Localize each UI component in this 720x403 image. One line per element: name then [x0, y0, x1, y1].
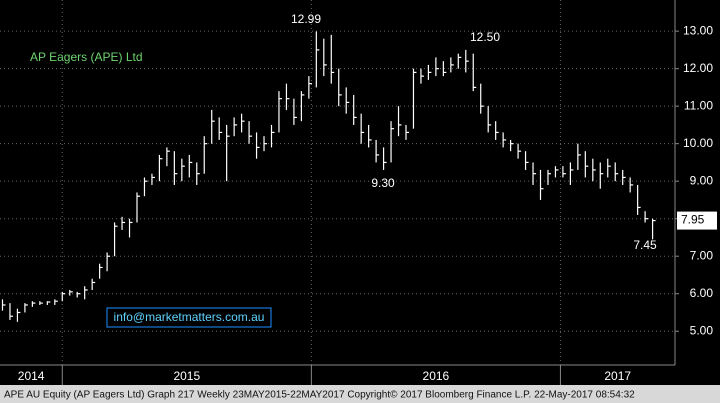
y-tick-label: 13.00 — [683, 23, 713, 37]
annotation: 9.30 — [371, 176, 395, 190]
y-tick-label: 6.00 — [690, 286, 714, 300]
watermark: info@marketmatters.com.au — [114, 310, 265, 324]
x-tick-label: 2015 — [173, 369, 200, 383]
chart-title: AP Eagers (APE) Ltd — [30, 50, 143, 64]
footer-bar — [0, 385, 720, 403]
annotation: 12.99 — [291, 12, 321, 26]
y-tick-label: 7.00 — [690, 248, 714, 262]
watermark-box — [106, 307, 272, 328]
last-price-box — [677, 211, 717, 230]
y-tick-label: 12.00 — [683, 61, 713, 75]
annotation: 12.50 — [470, 30, 500, 44]
footer: APE AU Equity (AP Eagers Ltd) Graph 217 … — [4, 390, 635, 401]
x-tick-label: 2017 — [604, 369, 631, 383]
annotation: 7.45 — [633, 238, 657, 252]
last-price-label: 7.95 — [681, 213, 705, 227]
x-tick-label: 2014 — [18, 369, 45, 383]
x-tick-label: 2016 — [423, 369, 450, 383]
y-tick-label: 9.00 — [690, 173, 714, 187]
y-tick-label: 10.00 — [683, 136, 713, 150]
y-tick-label: 5.00 — [690, 323, 714, 337]
y-tick-label: 11.00 — [684, 98, 713, 112]
